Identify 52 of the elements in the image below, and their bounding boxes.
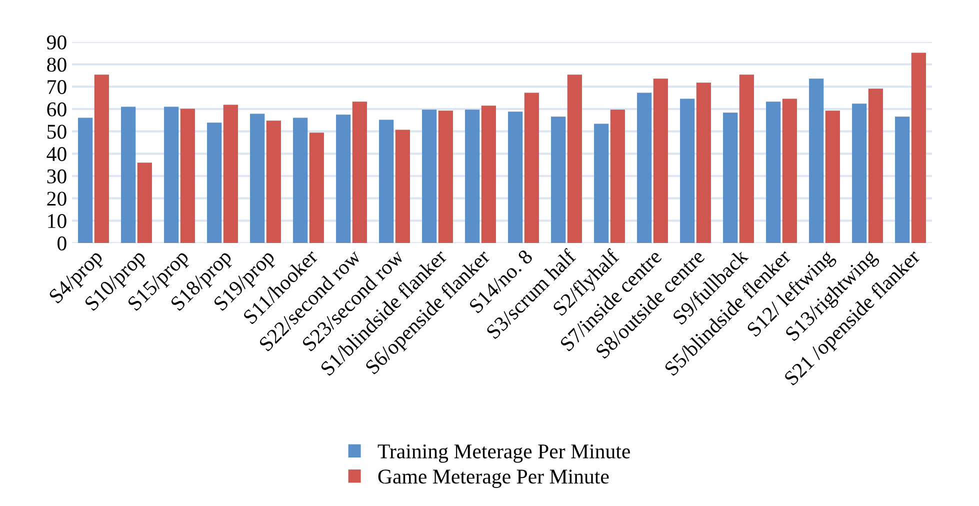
bar xyxy=(567,74,582,243)
bar xyxy=(868,88,883,243)
bar xyxy=(137,162,152,243)
bar xyxy=(438,110,453,243)
bar xyxy=(121,106,136,243)
bar xyxy=(352,102,367,243)
y-tick-label: 10 xyxy=(48,214,66,228)
bar xyxy=(766,102,781,243)
bar xyxy=(610,110,625,243)
bar xyxy=(809,78,824,243)
bar xyxy=(524,92,539,243)
y-tick-label: 0 xyxy=(58,236,66,250)
y-tick-label: 60 xyxy=(47,102,66,116)
bar xyxy=(594,124,609,243)
y-tick-label: 80 xyxy=(47,58,66,72)
bar xyxy=(895,116,910,243)
bar xyxy=(723,112,738,243)
bar xyxy=(336,114,351,243)
bar xyxy=(250,114,265,243)
bar xyxy=(782,98,797,243)
bar xyxy=(696,82,711,243)
bar xyxy=(508,112,523,243)
bar xyxy=(164,106,179,243)
bar xyxy=(825,110,840,243)
y-tick-label: 50 xyxy=(48,124,66,139)
bar xyxy=(465,110,480,243)
y-tick-label: 20 xyxy=(47,192,66,206)
bar xyxy=(293,118,308,243)
legend-label: Training Meterage Per Minute xyxy=(378,444,630,463)
bar xyxy=(309,132,324,243)
y-tick-label: 40 xyxy=(46,147,66,162)
bar xyxy=(379,120,394,243)
bar xyxy=(78,118,93,243)
bar xyxy=(680,98,695,243)
bar xyxy=(852,104,867,243)
bar xyxy=(551,116,566,243)
bar xyxy=(653,78,668,243)
bar xyxy=(739,74,754,243)
y-tick-label: 90 xyxy=(46,35,66,50)
legend-label: Game Meterage Per Minute xyxy=(378,470,609,488)
bar xyxy=(395,130,410,243)
y-tick-label: 70 xyxy=(48,80,66,94)
bar xyxy=(207,122,222,243)
bar xyxy=(422,110,437,243)
bar xyxy=(94,74,109,243)
y-tick-label: 30 xyxy=(47,169,66,184)
bar xyxy=(637,92,652,243)
bar xyxy=(266,120,281,243)
bar xyxy=(223,104,238,243)
bar xyxy=(481,106,496,243)
bar xyxy=(180,108,195,243)
bar xyxy=(911,52,926,243)
